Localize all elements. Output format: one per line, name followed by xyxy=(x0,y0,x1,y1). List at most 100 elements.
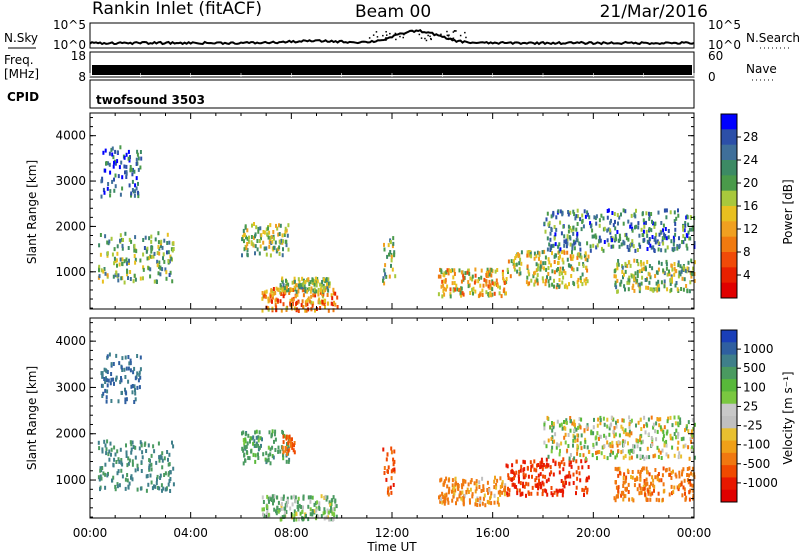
cpid-frame xyxy=(89,79,695,109)
velocity-cell xyxy=(648,489,651,494)
power-cell xyxy=(254,244,257,249)
velocity-cell xyxy=(297,517,300,522)
velocity-cell xyxy=(558,443,561,448)
power-cell xyxy=(114,184,117,189)
power-cell xyxy=(150,249,153,254)
velocity-cell xyxy=(132,445,135,449)
velocity-cell xyxy=(613,434,616,439)
power-cell xyxy=(598,218,601,223)
power-cell xyxy=(513,264,516,269)
velocity-cell xyxy=(102,471,105,476)
velocity-cell xyxy=(482,484,485,489)
velocity-cell xyxy=(630,455,633,460)
velocity-cell xyxy=(104,380,107,384)
velocity-cell xyxy=(101,447,104,452)
power-cell xyxy=(674,232,677,237)
power-cell xyxy=(630,242,633,247)
velocity-cell xyxy=(530,464,533,469)
velocity-cell xyxy=(241,446,244,451)
power-cell xyxy=(693,279,696,283)
velocity-cell xyxy=(448,488,451,493)
velocity-cell xyxy=(484,503,487,508)
velocity-cell xyxy=(643,456,646,461)
power-cell xyxy=(663,208,666,213)
velocity-cell xyxy=(558,452,561,457)
power-cell xyxy=(535,268,538,273)
velocity-cell xyxy=(271,445,274,450)
power-cell xyxy=(300,303,303,307)
power-cell xyxy=(447,271,450,276)
power-cell xyxy=(271,289,274,293)
velocity-cell xyxy=(154,484,157,489)
velocity-cell xyxy=(611,440,614,445)
velocity-cell xyxy=(569,416,572,420)
power-cell xyxy=(543,221,546,226)
velocity-cell xyxy=(513,476,515,481)
velocity-cell xyxy=(461,497,464,502)
power-cell xyxy=(687,260,690,265)
velocity-cell xyxy=(648,455,651,460)
velocity-cell xyxy=(453,491,456,496)
power-cell xyxy=(456,287,459,292)
power-cell xyxy=(316,277,319,281)
velocity-cell xyxy=(646,470,648,475)
power-cell xyxy=(487,274,490,278)
power-cell xyxy=(330,293,333,298)
power-cell xyxy=(279,286,282,290)
velocity-cell xyxy=(101,374,104,379)
power-cell xyxy=(110,147,113,152)
power-cell xyxy=(142,238,145,242)
velocity-cell xyxy=(651,475,654,480)
velocity-cell xyxy=(168,462,171,467)
velocity-cell xyxy=(659,417,662,422)
velocity-cell xyxy=(515,470,518,475)
velocity-cell xyxy=(564,426,567,431)
power-cell xyxy=(473,280,476,285)
power-cell xyxy=(319,287,322,292)
velocity-cell xyxy=(607,443,610,448)
power-cell xyxy=(586,258,589,263)
freq-series xyxy=(92,65,692,75)
power-cell xyxy=(472,286,475,291)
power-cell xyxy=(545,278,548,283)
velocity-cell xyxy=(673,485,676,490)
velocity-cell xyxy=(150,462,153,467)
power-cell xyxy=(166,241,169,245)
velocity-cell xyxy=(129,358,132,363)
velocity-cell xyxy=(157,441,160,446)
power-cell xyxy=(291,280,294,285)
power-cell xyxy=(563,250,566,255)
power-cell xyxy=(305,302,308,307)
power-cell xyxy=(442,283,445,288)
power-cell xyxy=(558,278,561,282)
power-colorbar-label: Power [dB] xyxy=(781,179,795,244)
power-cell xyxy=(109,189,112,194)
velocity-cell xyxy=(463,479,466,483)
power-cell xyxy=(561,212,564,217)
velocity-cell xyxy=(655,437,658,442)
power-cell xyxy=(105,161,108,165)
velocity-colorbar-tick-label: 500 xyxy=(743,361,766,375)
velocity-cell xyxy=(563,435,566,440)
power-cell xyxy=(149,267,152,272)
power-cell xyxy=(616,266,619,271)
velocity-cell xyxy=(124,355,127,360)
velocity-cell xyxy=(621,426,624,431)
power-cell xyxy=(635,224,638,229)
power-cell xyxy=(284,230,287,235)
power-cell xyxy=(271,293,274,298)
power-cell xyxy=(121,257,124,262)
power-cell xyxy=(612,223,615,228)
velocity-cell xyxy=(128,458,131,463)
power-cell xyxy=(444,278,447,283)
power-cell xyxy=(610,235,613,240)
velocity-colorbar-label: Velocity [m s⁻¹] xyxy=(781,371,795,464)
velocity-cell xyxy=(105,395,108,400)
power-cell xyxy=(684,236,687,241)
velocity-colorbar-tick-label: -25 xyxy=(743,419,763,433)
velocity-cell xyxy=(644,492,647,497)
power-cell xyxy=(493,282,496,287)
velocity-cell xyxy=(621,449,624,454)
velocity-ytick-label: 2000 xyxy=(55,427,86,441)
velocity-cell xyxy=(680,437,683,442)
